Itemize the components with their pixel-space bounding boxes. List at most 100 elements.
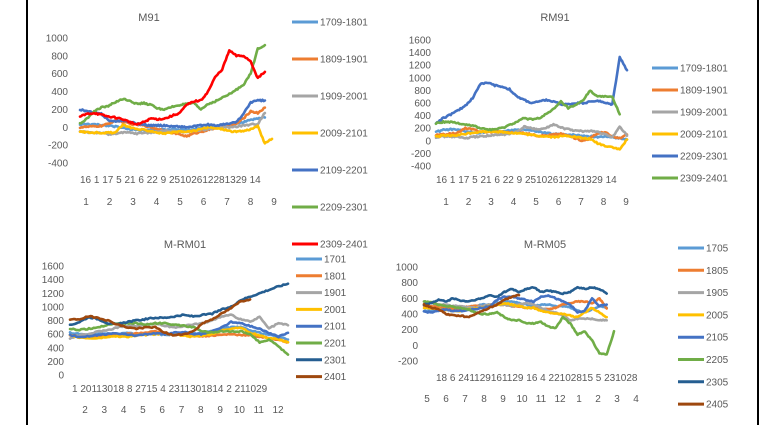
x-tick-month-label: 1: [83, 197, 89, 208]
y-tick-label: 400: [47, 343, 64, 354]
x-tick-month-label: 11: [254, 405, 265, 416]
x-tick-month-label: 5: [533, 197, 539, 208]
series-line-2401: [68, 298, 252, 337]
x-tick-month-label: 2: [82, 405, 88, 416]
x-tick-month-label: 3: [614, 394, 620, 405]
series-line-2101: [68, 320, 290, 339]
legend-label: 2201: [324, 339, 347, 350]
x-tick-month-label: 10: [516, 394, 528, 405]
x-tick-month-label: 5: [140, 405, 146, 416]
x-tick-month-label: 4: [154, 197, 160, 208]
y-tick-label: 800: [401, 278, 418, 289]
series-line-2209-2301: [78, 43, 267, 125]
x-tick-month-label: 11: [536, 394, 547, 405]
y-tick-label: -400: [411, 162, 431, 173]
x-tick-month-label: 12: [554, 394, 566, 405]
legend-label: 2309-2401: [320, 240, 368, 251]
legend-label: 1701: [324, 255, 347, 266]
legend-label: 2009-2101: [320, 129, 368, 140]
y-tick-label: 200: [51, 105, 68, 116]
series-line-2009-2101: [78, 123, 274, 145]
y-tick-label: 0: [412, 341, 418, 352]
series-line-2109-2201: [78, 98, 267, 129]
chart-title: M-RM01: [164, 239, 206, 251]
x-tick-month-label: 7: [578, 197, 584, 208]
y-tick-label: 800: [47, 316, 64, 327]
y-tick-label: 0: [62, 123, 68, 134]
x-tick-days-label: 16 1 17 5 21 6 22 9 25102612281329 14: [80, 175, 261, 186]
x-tick-month-label: 1: [576, 394, 582, 405]
legend-label: 2101: [324, 322, 347, 333]
y-tick-label: 0: [425, 136, 431, 147]
y-tick-label: 400: [51, 87, 68, 98]
chart-m91: M91 1000 800 600 400 200 0 -200 -400 16 1 17 5 21…: [46, 12, 369, 251]
y-tick-label: -200: [398, 357, 418, 368]
x-tick-month-label: 9: [500, 394, 506, 405]
legend-label: 2305: [706, 377, 729, 388]
x-tick-month-label: 8: [248, 197, 254, 208]
y-tick-label: 800: [414, 86, 431, 97]
x-tick-month-label: 9: [217, 405, 223, 416]
x-tick-month-label: 7: [462, 394, 468, 405]
series-line-1709-1801: [434, 127, 629, 141]
series-line-2305: [422, 285, 609, 307]
y-tick-label: 1000: [396, 263, 419, 274]
x-tick-month-label: 1: [443, 197, 449, 208]
y-tick-label: -400: [48, 159, 68, 170]
y-tick-label: 400: [401, 310, 418, 321]
legend-label: 2209-2301: [680, 152, 728, 163]
y-tick-label: 1000: [409, 73, 432, 84]
series-line-2201: [68, 321, 290, 356]
legend-label: 2009-2101: [680, 130, 728, 141]
series-line-2309-2401: [434, 89, 622, 132]
series-line-1909-2001: [434, 122, 629, 140]
x-tick-month-label: 2: [466, 197, 472, 208]
x-tick-month-label: 5: [177, 197, 183, 208]
legend-label: 2405: [706, 400, 729, 411]
x-tick-month-label: 4: [633, 394, 639, 405]
x-tick-month-label: 6: [159, 405, 165, 416]
x-tick-month-label: 6: [443, 394, 449, 405]
legend-label: 2209-2301: [320, 203, 368, 214]
x-tick-month-label: 9: [623, 197, 629, 208]
x-tick-days-label: 1 20113018 8 2715 4 2311301814 2 211029: [72, 384, 268, 395]
y-tick-label: 1400: [409, 48, 432, 59]
x-tick-month-label: 4: [121, 405, 127, 416]
y-tick-label: 600: [51, 69, 68, 80]
chart-title: M-RM05: [524, 239, 566, 251]
y-tick-label: -200: [48, 141, 68, 152]
x-tick-month-label: 7: [179, 405, 185, 416]
y-tick-label: 1600: [409, 36, 432, 47]
y-tick-label: -200: [411, 149, 431, 160]
chart-title: M91: [138, 12, 159, 24]
series-line-2205: [422, 299, 616, 356]
chart-title: RM91: [540, 12, 569, 24]
y-tick-label: 800: [51, 51, 68, 62]
x-tick-days-label: 18 6 241129161129 16 4 22102815 5 231028: [436, 373, 638, 384]
y-tick-label: 200: [401, 325, 418, 336]
legend-label: 1909-2001: [680, 108, 728, 119]
series-line-2209-2301: [434, 55, 629, 125]
chart-m-rm01: M-RM01 1600 1400 1200 1000 800 600 400 200 0 1 201…: [42, 239, 347, 416]
legend-label: 2205: [706, 355, 729, 366]
legend-label: 1801: [324, 271, 347, 282]
legend-label: 1805: [706, 266, 729, 277]
x-tick-month-label: 6: [201, 197, 207, 208]
series-line-2301: [68, 282, 290, 327]
y-tick-label: 1000: [46, 34, 69, 45]
legend-label: 2109-2201: [320, 166, 368, 177]
legend-label: 1901: [324, 288, 347, 299]
x-tick-month-label: 7: [224, 197, 230, 208]
x-tick-month-label: 8: [198, 405, 204, 416]
x-tick-month-label: 8: [601, 197, 607, 208]
legend-label: 1705: [706, 244, 729, 255]
legend-label: 2401: [324, 372, 347, 383]
chart-m-rm05: M-RM05 1000 800 600 400 200 0 -200 18 6 24112916…: [396, 239, 729, 411]
right-border-line: [757, 0, 759, 425]
legend-label: 1909-2001: [320, 92, 368, 103]
y-tick-label: 1000: [42, 302, 65, 313]
x-tick-month-label: 8: [481, 394, 487, 405]
y-tick-label: 600: [414, 99, 431, 110]
